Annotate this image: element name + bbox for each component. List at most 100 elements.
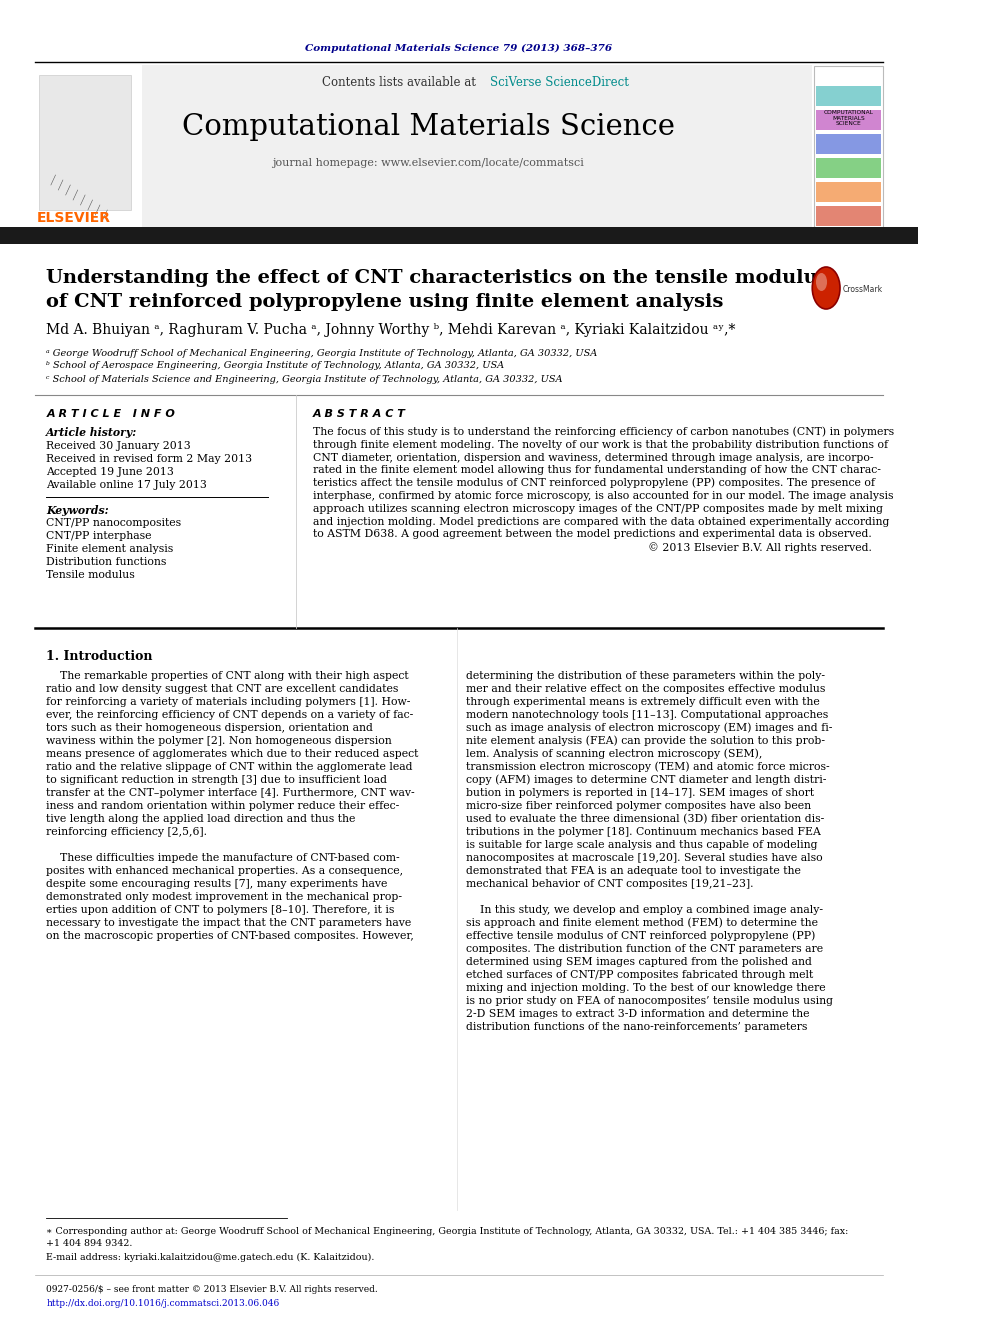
Text: bution in polymers is reported in [14–17]. SEM images of short: bution in polymers is reported in [14–17… xyxy=(466,789,814,798)
Bar xyxy=(816,110,881,130)
Text: Received in revised form 2 May 2013: Received in revised form 2 May 2013 xyxy=(47,454,252,464)
Text: waviness within the polymer [2]. Non homogeneous dispersion: waviness within the polymer [2]. Non hom… xyxy=(47,736,392,746)
Text: etched surfaces of CNT/PP composites fabricated through melt: etched surfaces of CNT/PP composites fab… xyxy=(466,970,813,980)
Text: Distribution functions: Distribution functions xyxy=(47,557,167,568)
Text: ∗ Corresponding author at: George Woodruff School of Mechanical Engineering, Geo: ∗ Corresponding author at: George Woodru… xyxy=(47,1226,848,1236)
Text: ever, the reinforcing efficiency of CNT depends on a variety of fac-: ever, the reinforcing efficiency of CNT … xyxy=(47,710,414,720)
Text: determined using SEM images captured from the polished and: determined using SEM images captured fro… xyxy=(466,957,812,967)
Text: tive length along the applied load direction and thus the: tive length along the applied load direc… xyxy=(47,814,355,824)
Text: micro-size fiber reinforced polymer composites have also been: micro-size fiber reinforced polymer comp… xyxy=(466,800,811,811)
Text: Article history:: Article history: xyxy=(47,426,138,438)
Text: determining the distribution of these parameters within the poly-: determining the distribution of these pa… xyxy=(466,671,825,681)
Text: despite some encouraging results [7], many experiments have: despite some encouraging results [7], ma… xyxy=(47,878,388,889)
Text: journal homepage: www.elsevier.com/locate/commatsci: journal homepage: www.elsevier.com/locat… xyxy=(273,157,584,168)
Bar xyxy=(816,86,881,106)
Bar xyxy=(39,75,131,210)
Text: on the macroscopic properties of CNT-based composites. However,: on the macroscopic properties of CNT-bas… xyxy=(47,931,414,941)
Text: Contents lists available at: Contents lists available at xyxy=(322,77,479,90)
Text: Md A. Bhuiyan ᵃ, Raghuram V. Pucha ᵃ, Johnny Worthy ᵇ, Mehdi Karevan ᵃ, Kyriaki : Md A. Bhuiyan ᵃ, Raghuram V. Pucha ᵃ, Jo… xyxy=(47,323,736,337)
Text: Received 30 January 2013: Received 30 January 2013 xyxy=(47,441,191,451)
Text: ᵇ School of Aerospace Engineering, Georgia Institute of Technology, Atlanta, GA : ᵇ School of Aerospace Engineering, Georg… xyxy=(47,361,504,370)
Text: rated in the finite element model allowing thus for fundamental understanding of: rated in the finite element model allowi… xyxy=(312,466,881,475)
Text: demonstrated only modest improvement in the mechanical prop-: demonstrated only modest improvement in … xyxy=(47,892,403,902)
Text: effective tensile modulus of CNT reinforced polypropylene (PP): effective tensile modulus of CNT reinfor… xyxy=(466,930,815,941)
Text: Understanding the effect of CNT characteristics on the tensile modulus: Understanding the effect of CNT characte… xyxy=(47,269,829,287)
Text: CNT diameter, orientation, dispersion and waviness, determined through image ana: CNT diameter, orientation, dispersion an… xyxy=(312,452,873,463)
Text: to significant reduction in strength [3] due to insufficient load: to significant reduction in strength [3]… xyxy=(47,775,387,785)
Text: transfer at the CNT–polymer interface [4]. Furthermore, CNT wav-: transfer at the CNT–polymer interface [4… xyxy=(47,789,415,798)
Text: teristics affect the tensile modulus of CNT reinforced polypropylene (PP) compos: teristics affect the tensile modulus of … xyxy=(312,478,875,488)
Text: ᶜ School of Materials Science and Engineering, Georgia Institute of Technology, : ᶜ School of Materials Science and Engine… xyxy=(47,374,562,384)
Text: iness and random orientation within polymer reduce their effec-: iness and random orientation within poly… xyxy=(47,800,400,811)
Text: for reinforcing a variety of materials including polymers [1]. How-: for reinforcing a variety of materials i… xyxy=(47,697,411,706)
Text: approach utilizes scanning electron microscopy images of the CNT/PP composites m: approach utilizes scanning electron micr… xyxy=(312,504,883,513)
Text: CNT/PP nanocomposites: CNT/PP nanocomposites xyxy=(47,519,182,528)
Text: to ASTM D638. A good agreement between the model predictions and experimental da: to ASTM D638. A good agreement between t… xyxy=(312,529,871,540)
Text: mer and their relative effect on the composites effective modulus: mer and their relative effect on the com… xyxy=(466,684,825,695)
Bar xyxy=(35,65,812,230)
Text: posites with enhanced mechanical properties. As a consequence,: posites with enhanced mechanical propert… xyxy=(47,867,404,876)
Text: Finite element analysis: Finite element analysis xyxy=(47,544,174,554)
Text: tributions in the polymer [18]. Continuum mechanics based FEA: tributions in the polymer [18]. Continuu… xyxy=(466,827,821,837)
Text: mechanical behavior of CNT composites [19,21–23].: mechanical behavior of CNT composites [1… xyxy=(466,878,754,889)
Text: These difficulties impede the manufacture of CNT-based com-: These difficulties impede the manufactur… xyxy=(47,853,400,863)
Text: SciVerse ScienceDirect: SciVerse ScienceDirect xyxy=(490,77,629,90)
Text: interphase, confirmed by atomic force microscopy, is also accounted for in our m: interphase, confirmed by atomic force mi… xyxy=(312,491,893,501)
Text: +1 404 894 9342.: +1 404 894 9342. xyxy=(47,1240,133,1249)
Bar xyxy=(814,66,883,228)
Text: Tensile modulus: Tensile modulus xyxy=(47,570,135,579)
Text: copy (AFM) images to determine CNT diameter and length distri-: copy (AFM) images to determine CNT diame… xyxy=(466,775,826,786)
Text: composites. The distribution function of the CNT parameters are: composites. The distribution function of… xyxy=(466,945,823,954)
Bar xyxy=(816,206,881,226)
Ellipse shape xyxy=(816,273,827,291)
Text: erties upon addition of CNT to polymers [8–10]. Therefore, it is: erties upon addition of CNT to polymers … xyxy=(47,905,395,916)
Ellipse shape xyxy=(812,267,840,310)
Text: A B S T R A C T: A B S T R A C T xyxy=(312,409,406,419)
Text: distribution functions of the nano-reinforcements’ parameters: distribution functions of the nano-reinf… xyxy=(466,1021,807,1032)
Text: Keywords:: Keywords: xyxy=(47,504,109,516)
Text: E-mail address: kyriaki.kalaitzidou@me.gatech.edu (K. Kalaitzidou).: E-mail address: kyriaki.kalaitzidou@me.g… xyxy=(47,1253,375,1262)
Text: Accepted 19 June 2013: Accepted 19 June 2013 xyxy=(47,467,175,478)
Text: is suitable for large scale analysis and thus capable of modeling: is suitable for large scale analysis and… xyxy=(466,840,817,849)
Text: Available online 17 July 2013: Available online 17 July 2013 xyxy=(47,480,207,490)
Text: mixing and injection molding. To the best of our knowledge there: mixing and injection molding. To the bes… xyxy=(466,983,826,994)
Text: of CNT reinforced polypropylene using finite element analysis: of CNT reinforced polypropylene using fi… xyxy=(47,292,723,311)
Bar xyxy=(816,157,881,179)
Text: The focus of this study is to understand the reinforcing efficiency of carbon na: The focus of this study is to understand… xyxy=(312,427,894,438)
Text: COMPUTATIONAL
MATERIALS
SCIENCE: COMPUTATIONAL MATERIALS SCIENCE xyxy=(823,110,873,126)
Text: ᵃ George Woodruff School of Mechanical Engineering, Georgia Institute of Technol: ᵃ George Woodruff School of Mechanical E… xyxy=(47,348,597,357)
Bar xyxy=(0,228,918,243)
Text: through finite element modeling. The novelty of our work is that the probability: through finite element modeling. The nov… xyxy=(312,439,888,450)
Text: ratio and low density suggest that CNT are excellent candidates: ratio and low density suggest that CNT a… xyxy=(47,684,399,695)
Text: In this study, we develop and employ a combined image analy-: In this study, we develop and employ a c… xyxy=(466,905,823,916)
Text: modern nanotechnology tools [11–13]. Computational approaches: modern nanotechnology tools [11–13]. Com… xyxy=(466,710,828,720)
Text: nite element analysis (FEA) can provide the solution to this prob-: nite element analysis (FEA) can provide … xyxy=(466,736,825,746)
Text: such as image analysis of electron microscopy (EM) images and fi-: such as image analysis of electron micro… xyxy=(466,722,832,733)
Text: lem. Analysis of scanning electron microscopy (SEM),: lem. Analysis of scanning electron micro… xyxy=(466,749,763,759)
Text: is no prior study on FEA of nanocomposites’ tensile modulus using: is no prior study on FEA of nanocomposit… xyxy=(466,996,833,1005)
Text: © 2013 Elsevier B.V. All rights reserved.: © 2013 Elsevier B.V. All rights reserved… xyxy=(648,542,871,553)
Text: and injection molding. Model predictions are compared with the data obtained exp: and injection molding. Model predictions… xyxy=(312,516,889,527)
Text: CNT/PP interphase: CNT/PP interphase xyxy=(47,531,152,541)
Bar xyxy=(816,134,881,153)
Text: tors such as their homogeneous dispersion, orientation and: tors such as their homogeneous dispersio… xyxy=(47,722,373,733)
Text: 1. Introduction: 1. Introduction xyxy=(47,650,153,663)
Text: demonstrated that FEA is an adequate tool to investigate the: demonstrated that FEA is an adequate too… xyxy=(466,867,802,876)
Text: http://dx.doi.org/10.1016/j.commatsci.2013.06.046: http://dx.doi.org/10.1016/j.commatsci.20… xyxy=(47,1298,280,1307)
Text: transmission electron microscopy (TEM) and atomic force micros-: transmission electron microscopy (TEM) a… xyxy=(466,762,830,773)
Text: sis approach and finite element method (FEM) to determine the: sis approach and finite element method (… xyxy=(466,918,818,929)
Text: necessary to investigate the impact that the CNT parameters have: necessary to investigate the impact that… xyxy=(47,918,412,927)
Text: used to evaluate the three dimensional (3D) fiber orientation dis-: used to evaluate the three dimensional (… xyxy=(466,814,824,824)
Text: 0927-0256/$ – see front matter © 2013 Elsevier B.V. All rights reserved.: 0927-0256/$ – see front matter © 2013 El… xyxy=(47,1285,378,1294)
Text: 2-D SEM images to extract 3-D information and determine the: 2-D SEM images to extract 3-D informatio… xyxy=(466,1009,809,1019)
Text: CrossMark: CrossMark xyxy=(843,284,883,294)
Text: means presence of agglomerates which due to their reduced aspect: means presence of agglomerates which due… xyxy=(47,749,419,759)
Text: Computational Materials Science 79 (2013) 368–376: Computational Materials Science 79 (2013… xyxy=(306,44,612,53)
Text: ratio and the relative slippage of CNT within the agglomerate lead: ratio and the relative slippage of CNT w… xyxy=(47,762,413,773)
Text: reinforcing efficiency [2,5,6].: reinforcing efficiency [2,5,6]. xyxy=(47,827,207,837)
Bar xyxy=(816,183,881,202)
Text: A R T I C L E   I N F O: A R T I C L E I N F O xyxy=(47,409,176,419)
Text: through experimental means is extremely difficult even with the: through experimental means is extremely … xyxy=(466,697,820,706)
Text: Computational Materials Science: Computational Materials Science xyxy=(182,112,675,142)
Text: ELSEVIER: ELSEVIER xyxy=(37,210,111,225)
